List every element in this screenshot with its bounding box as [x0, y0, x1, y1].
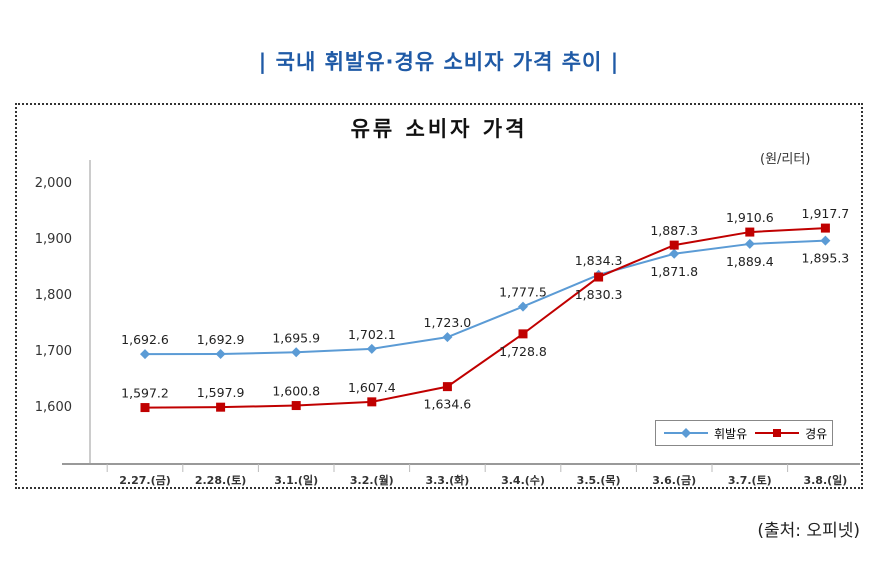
data-point — [442, 382, 452, 392]
data-label: 1,597.2 — [121, 386, 169, 401]
x-tick-label: 3.6.(금) — [652, 474, 696, 487]
source-note: (출처: 오피넷) — [757, 521, 860, 541]
chart-title: 유류 소비자 가격 — [350, 117, 528, 141]
chart-frame — [15, 103, 863, 489]
x-tick-label: 2.27.(금) — [119, 474, 171, 487]
data-point — [291, 401, 301, 411]
data-point — [442, 332, 453, 343]
data-point — [745, 227, 755, 237]
data-point — [291, 347, 302, 358]
x-tick-label: 3.2.(월) — [350, 473, 394, 487]
square-marker-icon — [755, 429, 800, 437]
data-label: 1,871.8 — [650, 264, 698, 279]
series-line — [144, 227, 826, 409]
data-point — [215, 348, 226, 359]
x-tick-label: 3.5.(목) — [577, 474, 621, 487]
data-label: 1,597.9 — [197, 385, 245, 400]
data-point — [594, 272, 604, 282]
data-label: 1,895.3 — [802, 251, 850, 266]
data-label: 1,723.0 — [424, 315, 472, 330]
data-point — [140, 349, 150, 360]
unit-label: (원/리터) — [760, 152, 811, 167]
x-tick-label: 3.8.(일) — [803, 473, 847, 487]
series-gasoline: 1,692.6 1,692.9 1,695.9 1,702.1 1,723.0 1,777… — [121, 235, 850, 360]
x-tick-label: 3.3.(화) — [425, 473, 469, 487]
x-tick-label: 3.7.(토) — [728, 474, 772, 487]
y-tick-label: 2,000 — [35, 176, 72, 191]
legend-item-diesel: 경유 — [755, 425, 827, 442]
y-tick-label: 1,600 — [35, 400, 72, 415]
data-label: 1,600.8 — [272, 384, 320, 399]
data-point — [140, 403, 150, 413]
legend-item-gasoline: 휘발유 — [664, 425, 747, 442]
y-tick-label: 1,900 — [35, 232, 72, 247]
data-point — [820, 223, 830, 233]
data-point — [518, 301, 528, 312]
data-label: 1,917.7 — [802, 206, 850, 221]
diamond-marker-icon — [664, 428, 708, 438]
page-title: | 국내 휘발유·경유 소비자 가격 추이 | — [258, 50, 620, 74]
data-point — [367, 397, 377, 407]
x-tick-label: 2.28.(토) — [195, 474, 247, 487]
data-point — [518, 329, 528, 339]
legend-label: 휘발유 — [714, 426, 748, 441]
data-point — [669, 248, 680, 259]
y-tick-label: 1,800 — [35, 288, 72, 303]
data-label: 1,728.8 — [499, 344, 547, 359]
data-point — [744, 238, 755, 249]
data-point — [669, 240, 679, 250]
data-point — [216, 402, 226, 412]
legend-label: 경유 — [805, 426, 828, 441]
data-label: 1,910.6 — [726, 210, 774, 225]
data-label: 1,634.6 — [424, 397, 472, 412]
data-label: 1,777.5 — [499, 285, 547, 300]
data-point — [366, 343, 377, 354]
data-label: 1,889.4 — [726, 254, 774, 269]
data-label: 1,702.1 — [348, 327, 396, 342]
x-tick-label: 3.4.(수) — [501, 474, 545, 487]
data-label: 1,830.3 — [575, 287, 623, 302]
data-label: 1,692.6 — [121, 332, 169, 347]
legend: 휘발유 경유 — [655, 420, 833, 446]
series-line — [144, 239, 826, 356]
series-diesel: 1,597.2 1,597.9 1,600.8 1,607.4 1,634.6 1,728… — [121, 206, 850, 413]
x-tick-label: 3.1.(일) — [274, 473, 318, 487]
data-label: 1,607.4 — [348, 380, 396, 395]
data-point — [820, 235, 831, 246]
data-label: 1,834.3 — [575, 253, 623, 268]
data-label: 1,887.3 — [650, 223, 698, 238]
data-label: 1,692.9 — [197, 332, 245, 347]
data-label: 1,695.9 — [272, 330, 320, 345]
y-tick-label: 1,700 — [35, 344, 72, 359]
